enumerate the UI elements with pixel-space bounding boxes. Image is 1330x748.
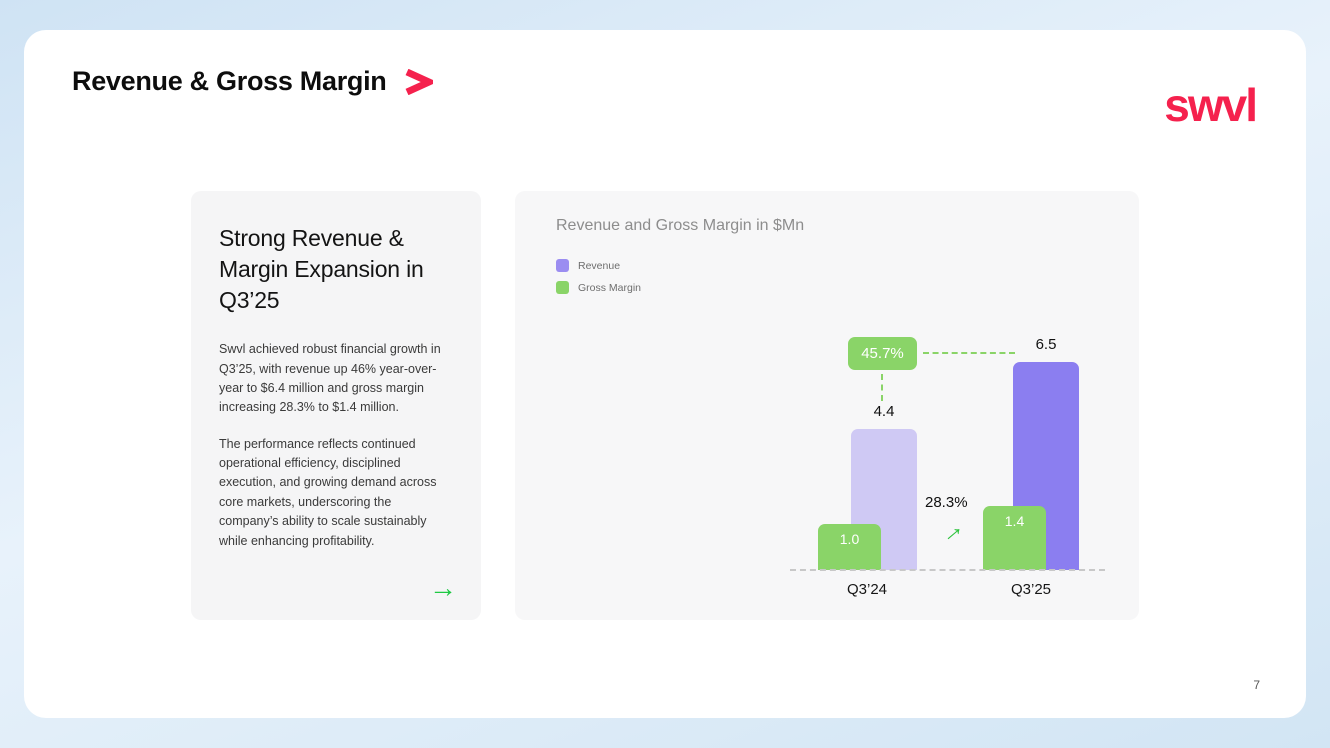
category-label-q3-24: Q3’24 — [846, 581, 888, 598]
gross-margin-value-label-q3-25: 1.4 — [1004, 512, 1025, 529]
summary-paragraph-2: The performance reflects continued opera… — [219, 436, 437, 548]
dashed-connector-vertical — [881, 374, 883, 401]
chart-legend: Revenue Gross Margin — [556, 259, 641, 303]
category-label-q3-25: Q3’25 — [1010, 581, 1052, 598]
summary-paragraph-1: Swvl achieved robust financial growth in… — [219, 342, 441, 415]
legend-item-revenue: Revenue — [556, 259, 641, 272]
chart-title: Revenue and Gross Margin in $Mn — [556, 217, 805, 234]
axis-baseline — [790, 569, 1105, 571]
dashed-connector-horizontal — [923, 352, 1015, 354]
chart-card: Revenue and Gross Margin in $Mn Revenue … — [515, 191, 1139, 620]
page-title: Revenue & Gross Margin — [72, 66, 387, 96]
slide-card: Revenue & Gross Margin swvl Strong Reven… — [24, 30, 1306, 718]
page-number: 7 — [1253, 678, 1260, 692]
legend-label-gross-margin: Gross Margin — [578, 281, 642, 294]
legend-swatch-revenue — [556, 259, 569, 272]
legend-item-gross-margin: Gross Margin — [556, 281, 641, 294]
legend-swatch-gross-margin — [556, 281, 569, 294]
gross-margin-value-label-q3-24: 1.0 — [839, 531, 860, 547]
summary-card: Strong Revenue & Margin Expansion in Q3’… — [191, 191, 481, 620]
revenue-value-label-q3-25: 6.5 — [1035, 336, 1057, 353]
gross-margin-bar-q3-24 — [818, 524, 881, 570]
gross-margin-bar-q3-25 — [983, 505, 1046, 570]
brand-chevron-icon — [403, 68, 433, 95]
growth-arrow-icon: → — [932, 512, 970, 550]
summary-heading: Strong Revenue & Margin Expansion in Q3’… — [219, 225, 424, 314]
legend-label-revenue: Revenue — [578, 259, 621, 272]
gross-margin-growth-label: 28.3% — [925, 494, 968, 511]
slide-header: Revenue & Gross Margin — [72, 66, 433, 97]
forward-arrow-icon: → — [429, 572, 457, 603]
revenue-growth-badge: 45.7% — [848, 337, 917, 370]
revenue-value-label-q3-24: 4.4 — [873, 403, 895, 421]
swvl-logo: swvl — [1164, 79, 1258, 131]
